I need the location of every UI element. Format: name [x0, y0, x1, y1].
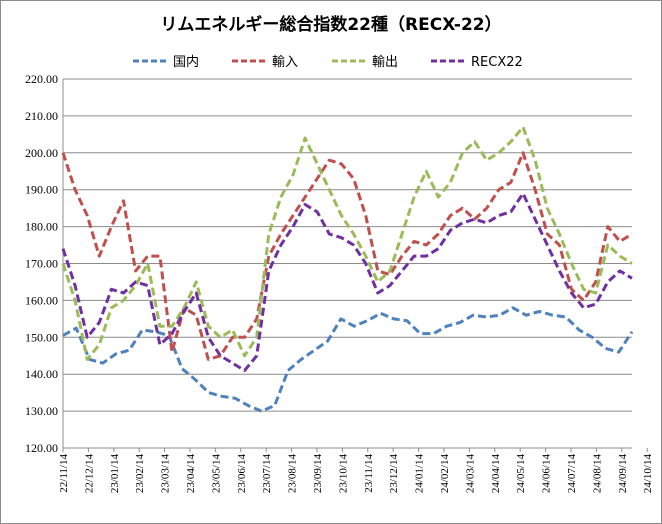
- y-tick-label: 180.00: [25, 220, 58, 234]
- y-tick-label: 130.00: [25, 404, 58, 418]
- y-tick-label: 120.00: [25, 441, 58, 455]
- x-tick-label: 23/11/14: [363, 454, 375, 493]
- x-tick-label: 22/12/14: [83, 454, 95, 494]
- x-tick-label: 24/06/14: [541, 454, 553, 494]
- x-axis-ticks: 22/11/14 22/12/14 23/01/14 23/02/14 23/03/14…: [58, 448, 654, 493]
- x-tick-label: 22/11/14: [58, 454, 70, 493]
- y-axis-ticks: 220.00 210.00 200.00 190.00 180.00 170.00 160.…: [25, 72, 58, 455]
- y-tick-label: 160.00: [25, 293, 58, 307]
- series-line-4: [61, 191, 633, 372]
- y-tick-label: 200.00: [25, 146, 58, 160]
- x-tick-label: 24/03/14: [464, 454, 476, 494]
- y-tick-label: 190.00: [25, 183, 58, 197]
- series-lines: [61, 125, 634, 413]
- x-tick-label: 24/02/14: [439, 454, 451, 494]
- series-line-1: [62, 306, 634, 413]
- x-tick-label: 23/04/14: [185, 454, 197, 494]
- y-tick-label: 220.00: [25, 72, 58, 86]
- legend-label: RECX22: [471, 55, 523, 70]
- x-tick-label: 23/10/14: [337, 454, 349, 494]
- x-tick-label: 24/07/14: [566, 454, 578, 494]
- x-tick-label: 24/08/14: [591, 454, 603, 494]
- legend-label: 輸入: [272, 55, 298, 70]
- x-tick-label: 23/06/14: [236, 454, 248, 494]
- x-tick-label: 23/03/14: [160, 454, 172, 494]
- x-tick-label: 24/01/14: [414, 454, 426, 494]
- y-tick-label: 170.00: [25, 257, 58, 271]
- x-tick-label: 24/09/14: [617, 454, 629, 494]
- legend-label: 国内: [173, 54, 199, 70]
- series-line-3: [61, 125, 633, 361]
- gridlines: [62, 78, 632, 449]
- y-tick-label: 210.00: [25, 109, 58, 123]
- y-tick-label: 140.00: [25, 367, 58, 381]
- legend: 国内 輸入 輸出 RECX22: [133, 54, 523, 70]
- chart-title: リムエネルギー総合指数22種（RECX-22）: [160, 14, 501, 35]
- series-line-2: [61, 151, 633, 361]
- x-tick-label: 23/12/14: [388, 454, 400, 494]
- x-tick-label: 23/01/14: [109, 454, 121, 494]
- x-tick-label: 24/10/14: [642, 454, 654, 494]
- x-tick-label: 23/08/14: [287, 454, 299, 494]
- x-tick-label: 23/07/14: [261, 454, 273, 494]
- x-tick-label: 24/04/14: [490, 454, 502, 494]
- x-tick-label: 23/05/14: [210, 454, 222, 494]
- y-tick-label: 150.00: [25, 330, 58, 344]
- x-tick-label: 23/02/14: [134, 454, 146, 494]
- x-tick-label: 24/05/14: [515, 454, 527, 494]
- x-tick-label: 23/09/14: [312, 454, 324, 494]
- legend-label: 輸出: [372, 55, 398, 70]
